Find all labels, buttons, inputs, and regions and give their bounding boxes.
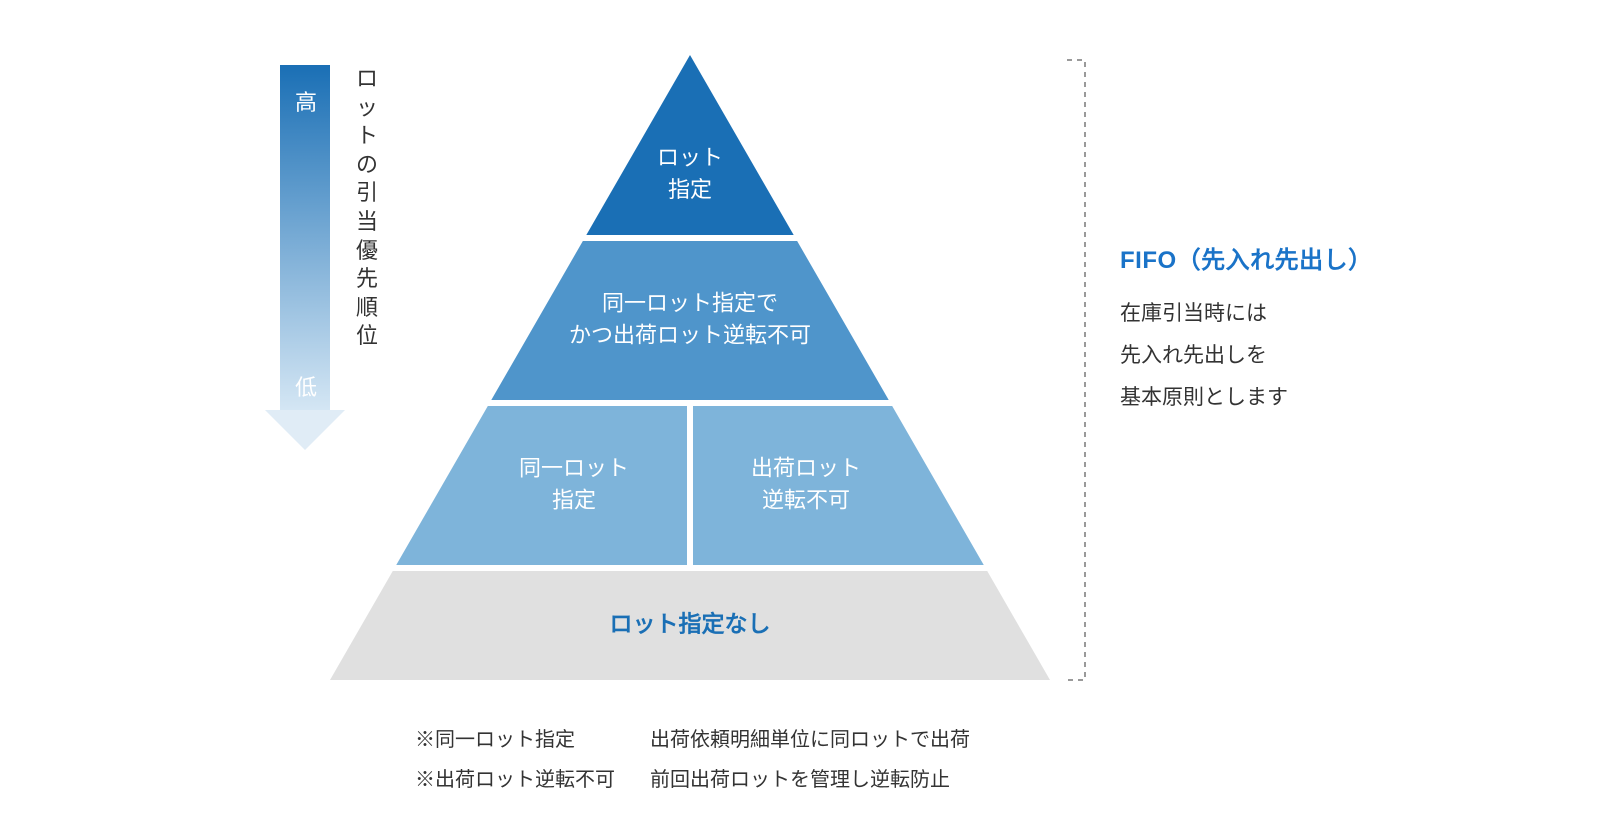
footnote-term: ※同一ロット指定 [415, 720, 650, 760]
pyramid-label: かつ出荷ロット逆転不可 [569, 322, 811, 347]
pyramid-label: ロット [657, 145, 723, 170]
pyramid-label: 同一ロット指定で [602, 290, 778, 315]
footnote-row: ※出荷ロット逆転不可 前回出荷ロットを管理し逆転防止 [415, 760, 970, 800]
pyramid-label: ロット指定なし [610, 611, 771, 637]
footnote-term: ※出荷ロット逆転不可 [415, 760, 650, 800]
fifo-body: 在庫引当時には 先入れ先出しを 基本原則とします [1120, 293, 1410, 419]
pyramid-label: 出荷ロット [751, 455, 861, 480]
footnote-row: ※同一ロット指定 出荷依頼明細単位に同ロットで出荷 [415, 720, 970, 760]
footnotes: ※同一ロット指定 出荷依頼明細単位に同ロットで出荷 ※出荷ロット逆転不可 前回出… [415, 720, 970, 800]
pyramid: ロット指定同一ロット指定でかつ出荷ロット逆転不可同一ロット指定出荷ロット逆転不可… [330, 55, 1050, 680]
pyramid-label: 指定 [668, 177, 712, 202]
pyramid-label: 逆転不可 [762, 487, 850, 512]
pyramid-tier-tier3-left [396, 406, 687, 565]
fifo-bracket [1067, 60, 1085, 680]
fifo-body-line: 基本原則とします [1120, 377, 1410, 419]
fifo-title: FIFO（先入れ先出し） [1120, 240, 1410, 275]
fifo-block: FIFO（先入れ先出し） 在庫引当時には 先入れ先出しを 基本原則とします [1120, 240, 1410, 419]
fifo-body-line: 在庫引当時には [1120, 293, 1410, 335]
footnote-desc: 前回出荷ロットを管理し逆転防止 [650, 760, 950, 800]
diagram-stage: ロット指定同一ロット指定でかつ出荷ロット逆転不可同一ロット指定出荷ロット逆転不可… [0, 0, 1614, 824]
pyramid-tier-tier3-right [693, 406, 984, 565]
priority-axis-label: ロットの引当優先順位 [356, 65, 380, 351]
footnote-desc: 出荷依頼明細単位に同ロットで出荷 [650, 720, 970, 760]
pyramid-label: 同一ロット [519, 455, 629, 480]
priority-high-label: 高 [294, 85, 318, 117]
fifo-body-line: 先入れ先出しを [1120, 335, 1410, 377]
priority-low-label: 低 [294, 370, 318, 402]
pyramid-tier-tier2 [491, 241, 888, 400]
pyramid-label: 指定 [552, 487, 596, 512]
